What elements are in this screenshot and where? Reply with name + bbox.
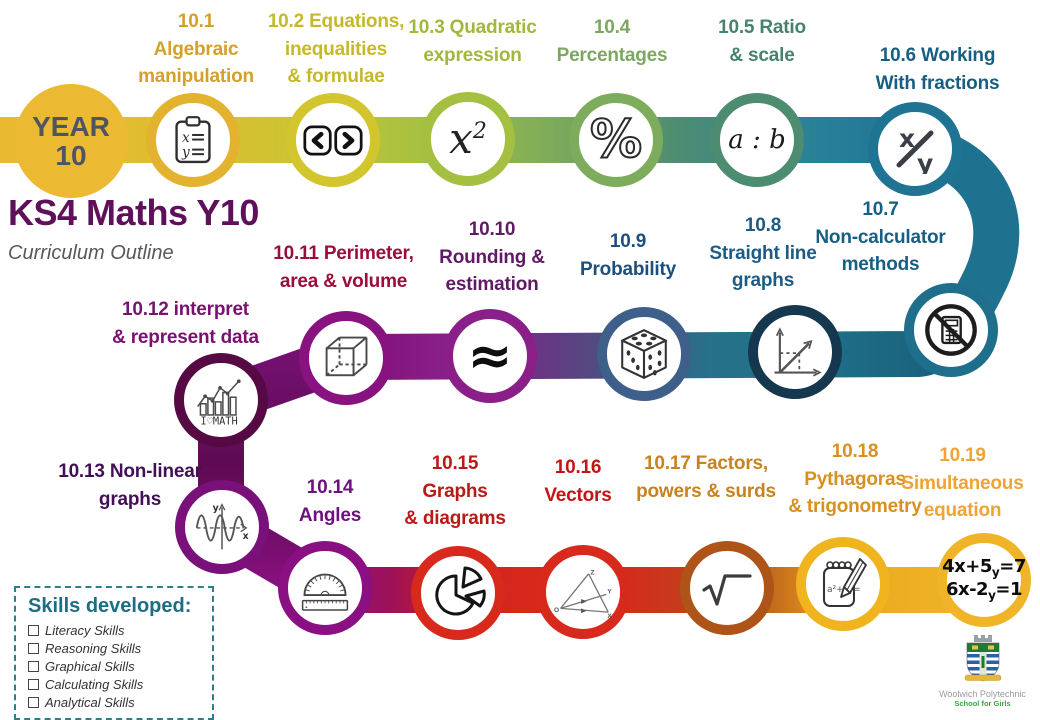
checkbox-icon — [28, 697, 39, 709]
label-10-11: 10.11 Perimeter, area & volume — [273, 243, 414, 292]
node-10-2 — [286, 93, 380, 187]
svg-text:y: y — [917, 149, 933, 174]
skills-developed-box: Skills developed: Literacy Skills Reason… — [14, 586, 214, 720]
checkbox-icon — [28, 643, 39, 655]
simultaneous-equations-icon: 4x+5y=7 6x-2y=1 — [942, 555, 1026, 604]
label-10-19: 10.19 Simultaneous equation — [901, 445, 1024, 522]
skill-item: Reasoning Skills — [28, 640, 200, 658]
node-10-14 — [278, 541, 372, 635]
node-10-16: Z O X Y — [536, 545, 630, 639]
sqrt-icon — [702, 574, 752, 606]
notepad-pencil-icon: a²+b²= — [823, 558, 867, 607]
school-crest-icon — [964, 635, 1001, 682]
checkbox-icon — [28, 625, 39, 637]
label-10-12: 10.12 interpret & represent data — [112, 299, 259, 348]
line-graph-icon — [774, 327, 822, 377]
year-badge-number: 10 — [55, 140, 87, 171]
node-10-7 — [904, 283, 998, 377]
node-10-17 — [680, 541, 774, 635]
label-10-8: 10.8 Straight line graphs — [709, 215, 817, 292]
node-10-6: x y — [868, 102, 962, 196]
cube-icon — [325, 336, 368, 377]
label-10-4: 10.4 Percentages — [556, 17, 668, 66]
inequality-icon — [303, 125, 363, 155]
pie-chart-icon — [435, 566, 486, 616]
svg-text:x: x — [899, 124, 915, 153]
node-10-5: a : b — [710, 93, 804, 187]
label-10-3: 10.3 Quadratic expression — [408, 17, 537, 66]
node-10-12: I♡MATH — [174, 353, 268, 447]
year-badge: YEAR 10 — [14, 84, 128, 198]
vector-triangle-icon: Z O X Y — [554, 569, 612, 617]
svg-text:x: x — [243, 531, 249, 542]
skill-item: Analytical Skills — [28, 694, 200, 712]
node-10-8 — [748, 305, 842, 399]
svg-text:O: O — [554, 607, 559, 614]
fraction-icon: x y — [896, 124, 934, 174]
label-10-7: 10.7 Non-calculator methods — [815, 199, 946, 276]
node-10-1: x y — [146, 93, 240, 187]
label-10-16: 10.16 Vectors — [544, 457, 612, 506]
checkbox-icon — [28, 661, 39, 673]
node-10-10: ≈ — [443, 309, 537, 403]
svg-text:Y: Y — [607, 588, 612, 595]
school-logo: Woolwich Polytechnic School for Girls — [925, 634, 1040, 708]
label-10-17: 10.17 Factors, powers & surds — [636, 453, 776, 502]
node-10-18: a²+b²= — [796, 537, 890, 631]
node-10-19: 4x+5y=7 6x-2y=1 — [937, 533, 1031, 627]
label-10-18: 10.18 Pythagoras & trigonometry — [788, 441, 922, 518]
page-subtitle: Curriculum Outline — [8, 242, 174, 264]
label-10-15: 10.15 Graphs & diagrams — [404, 453, 506, 530]
skill-item: Graphical Skills — [28, 658, 200, 676]
svg-text:X: X — [607, 612, 612, 617]
node-10-3: x2 — [421, 92, 515, 186]
ratio-icon: a : b — [728, 125, 786, 155]
school-name: Woolwich Polytechnic — [939, 689, 1026, 699]
protractor-icon — [301, 573, 349, 611]
percent-icon: % — [589, 112, 643, 168]
label-10-5: 10.5 Ratio & scale — [718, 17, 806, 66]
label-10-9: 10.9 Probability — [580, 231, 676, 280]
svg-text:I♡MATH: I♡MATH — [201, 415, 238, 427]
skill-item: Literacy Skills — [28, 622, 200, 640]
data-chart-icon: I♡MATH — [197, 379, 241, 427]
no-calculator-icon — [925, 304, 977, 356]
node-10-9 — [597, 307, 691, 401]
approx-icon: ≈ — [467, 324, 513, 388]
node-10-13: y x — [175, 480, 269, 574]
x-squared-icon: x2 — [449, 114, 487, 163]
svg-text:y: y — [213, 503, 219, 514]
skills-heading: Skills developed: — [28, 595, 192, 617]
svg-text:y: y — [181, 144, 190, 160]
label-10-2: 10.2 Equations, inequalities & formulae — [267, 11, 405, 88]
label-10-10: 10.10 Rounding & estimation — [439, 219, 545, 296]
svg-text:x: x — [182, 130, 190, 146]
equation-line-1: 4x+5y=7 — [942, 555, 1026, 580]
year-badge-top: YEAR — [32, 110, 110, 142]
node-10-11 — [299, 311, 393, 405]
equation-line-2: 6x-2y=1 — [945, 579, 1023, 603]
svg-text:Z: Z — [590, 569, 594, 576]
school-tagline: School for Girls — [954, 699, 1011, 708]
skill-item: Calculating Skills — [28, 676, 200, 694]
dice-icon — [621, 329, 667, 379]
node-10-4: % — [569, 93, 663, 187]
node-10-15 — [411, 546, 505, 640]
label-10-13: 10.13 Non-linear graphs — [58, 461, 202, 510]
label-10-1: 10.1 Algebraic manipulation — [138, 11, 254, 88]
page-title: KS4 Maths Y10 — [8, 192, 259, 233]
svg-text:%: % — [590, 112, 642, 168]
sine-wave-icon: y x — [195, 503, 249, 550]
label-10-6: 10.6 Working With fractions — [875, 45, 1000, 94]
algebra-clipboard-icon: x y — [175, 116, 211, 164]
checkbox-icon — [28, 679, 39, 691]
label-10-14: 10.14 Angles — [298, 477, 362, 526]
